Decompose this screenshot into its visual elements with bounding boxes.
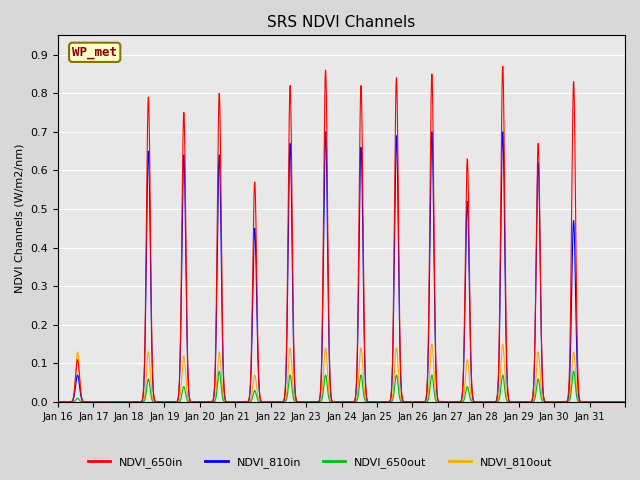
NDVI_810out	[390, 384, 397, 390]
Legend: NDVI_650in, NDVI_810in, NDVI_650out, NDVI_810out: NDVI_650in, NDVI_810in, NDVI_650out, NDV…	[83, 452, 557, 472]
NDVI_810in	[499, 129, 507, 135]
NDVI_810out	[54, 399, 62, 405]
NDVI_810in	[54, 399, 62, 405]
NDVI_650out	[390, 394, 397, 399]
NDVI_650out	[474, 399, 482, 405]
NDVI_810in	[83, 399, 90, 405]
Line: NDVI_650out: NDVI_650out	[58, 371, 625, 402]
NDVI_810out	[499, 341, 507, 347]
NDVI_650out	[83, 399, 90, 405]
NDVI_810in	[621, 399, 629, 405]
Y-axis label: NDVI Channels (W/m2/nm): NDVI Channels (W/m2/nm)	[15, 144, 25, 293]
NDVI_650in	[505, 396, 513, 402]
NDVI_650out	[505, 399, 513, 405]
NDVI_810in	[505, 396, 513, 402]
NDVI_650in	[390, 295, 397, 300]
NDVI_650out	[54, 399, 62, 405]
NDVI_810in	[415, 399, 422, 405]
NDVI_810out	[259, 399, 267, 405]
NDVI_810in	[474, 399, 482, 405]
NDVI_650in	[474, 399, 482, 405]
NDVI_810in	[259, 399, 267, 405]
NDVI_810out	[83, 399, 90, 405]
NDVI_650out	[259, 399, 267, 405]
NDVI_650in	[621, 399, 629, 405]
Title: SRS NDVI Channels: SRS NDVI Channels	[268, 15, 415, 30]
NDVI_650out	[415, 399, 422, 405]
NDVI_650out	[621, 399, 629, 405]
NDVI_810out	[474, 399, 482, 405]
NDVI_810out	[415, 399, 422, 405]
NDVI_650in	[499, 63, 507, 69]
NDVI_810out	[621, 399, 629, 405]
Line: NDVI_650in: NDVI_650in	[58, 66, 625, 402]
Line: NDVI_810out: NDVI_810out	[58, 344, 625, 402]
Line: NDVI_810in: NDVI_810in	[58, 132, 625, 402]
NDVI_650in	[54, 399, 62, 405]
NDVI_650in	[259, 399, 267, 405]
NDVI_650out	[570, 368, 577, 374]
NDVI_810in	[390, 313, 397, 319]
NDVI_650in	[415, 399, 422, 405]
NDVI_650in	[83, 399, 90, 405]
Text: WP_met: WP_met	[72, 46, 117, 59]
NDVI_810out	[505, 399, 513, 405]
